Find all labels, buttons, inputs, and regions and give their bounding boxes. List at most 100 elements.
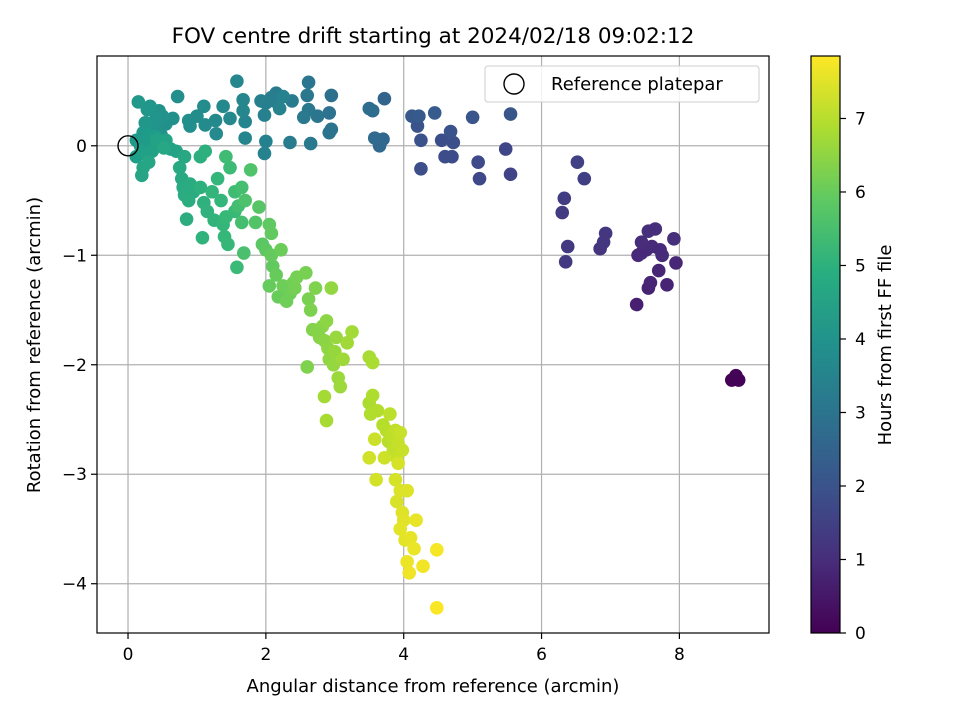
scatter-point — [216, 99, 230, 114]
scatter-point — [393, 425, 408, 440]
scatter-point — [402, 565, 417, 580]
scatter-point — [221, 237, 235, 252]
scatter-point — [181, 193, 196, 208]
colorbar-tick-label: 0 — [855, 624, 866, 644]
scatter-point — [140, 102, 155, 117]
scatter-point — [400, 555, 414, 569]
plot-frame — [96, 55, 770, 634]
y-tick-label: 0 — [76, 137, 87, 157]
scatter-point — [416, 559, 430, 574]
scatter-point — [362, 451, 377, 465]
legend-box — [484, 65, 760, 103]
scatter-point — [283, 135, 297, 150]
y-tick-label: −3 — [62, 465, 87, 485]
scatter-point — [414, 133, 428, 148]
scatter-point — [197, 99, 211, 114]
colorbar-gradient — [810, 55, 841, 634]
scatter-point — [322, 106, 337, 120]
scatter-point — [329, 330, 343, 345]
scatter-point — [177, 149, 192, 164]
scatter-point — [322, 125, 337, 140]
scatter-point — [345, 325, 359, 339]
scatter-point — [301, 292, 316, 306]
scatter-point — [409, 513, 423, 528]
scatter-point — [429, 601, 444, 615]
scatter-point — [141, 155, 156, 169]
scatter-point — [319, 314, 334, 328]
scatter-point — [205, 184, 219, 199]
y-tick-label: −1 — [62, 246, 87, 266]
scatter-point — [434, 133, 449, 148]
scatter-point — [300, 360, 315, 374]
scatter-point — [653, 242, 667, 257]
scatter-point — [301, 75, 316, 90]
scatter-point — [262, 279, 277, 293]
scatter-point — [131, 95, 146, 109]
scatter-point — [643, 275, 658, 290]
scatter-point — [446, 135, 461, 150]
scatter-point — [365, 355, 380, 370]
scatter-point — [300, 88, 315, 103]
scatter-point — [157, 141, 171, 155]
scatter-point — [390, 494, 404, 509]
colorbar-tick-label: 2 — [855, 477, 866, 497]
scatter-point — [362, 101, 377, 116]
scatter-point — [257, 108, 272, 122]
scatter-point — [234, 215, 249, 230]
scatter-point — [414, 161, 428, 176]
scatter-point — [236, 93, 250, 107]
scatter-point — [237, 246, 251, 260]
scatter-point — [429, 542, 444, 557]
x-tick-label: 2 — [260, 645, 271, 665]
scatter-point — [145, 144, 159, 159]
scatter-point — [208, 113, 223, 128]
scatter-point — [558, 255, 573, 269]
colorbar-label: Hours from first FF file — [875, 245, 896, 446]
scatter-point — [560, 239, 575, 254]
scatter-point — [214, 193, 228, 208]
scatter-point — [223, 111, 237, 126]
scatter-point — [391, 456, 405, 471]
x-axis-ticks: 0 2 4 6 8 — [123, 633, 685, 665]
scatter-point — [407, 541, 421, 556]
scatter-point — [308, 281, 323, 295]
legend-marker-reference — [503, 73, 525, 95]
x-tick-label: 8 — [674, 645, 685, 665]
scatter-point — [333, 379, 348, 394]
x-tick-label: 6 — [536, 645, 547, 665]
scatter-point — [472, 171, 487, 186]
scatter-point — [377, 451, 392, 465]
scatter-point — [276, 89, 290, 104]
x-axis-label: Angular distance from reference (arcmin) — [247, 676, 620, 697]
scatter-point — [223, 160, 237, 175]
scatter-point — [299, 265, 313, 280]
scatter-point — [193, 180, 208, 195]
scatter-point — [183, 119, 197, 133]
scatter-point — [238, 193, 252, 208]
legend: Reference platepar — [484, 65, 760, 103]
colorbar-tick-label: 3 — [855, 403, 866, 423]
scatter-point — [498, 142, 513, 156]
scatter-point — [367, 131, 382, 145]
scatter-point — [365, 388, 380, 403]
scatter-point — [252, 200, 266, 214]
scatter-point — [179, 212, 194, 226]
scatter-point — [570, 155, 585, 169]
scatter-point — [471, 155, 485, 169]
scatter-point — [198, 144, 213, 159]
scatter-point — [317, 389, 332, 404]
scatter-point — [555, 205, 570, 220]
scatter-point — [170, 89, 185, 104]
scatter-point — [198, 118, 213, 132]
scatter-point — [400, 483, 414, 498]
scatter-point — [238, 131, 252, 145]
scatter-point — [259, 134, 273, 149]
scatter-point — [336, 352, 350, 367]
scatter-point — [669, 256, 683, 270]
colorbar-tick-label: 6 — [855, 183, 866, 203]
scatter-point — [340, 336, 354, 350]
scatter-point — [427, 106, 442, 120]
scatter-point — [236, 103, 250, 118]
scatter-point — [651, 263, 666, 278]
